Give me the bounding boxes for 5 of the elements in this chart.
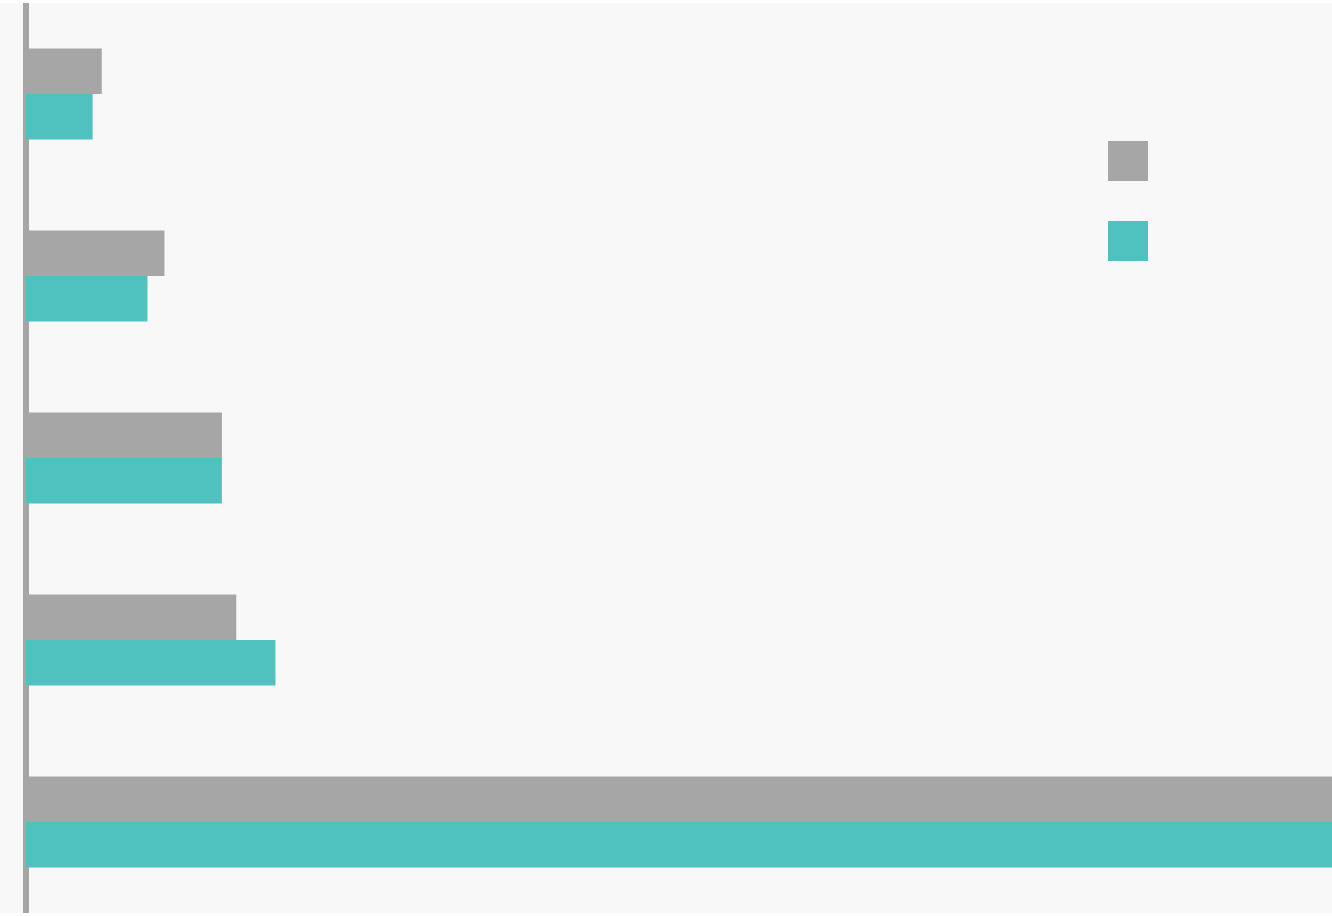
bar <box>26 458 222 504</box>
bar <box>26 276 148 322</box>
bar <box>26 640 276 686</box>
bar <box>26 94 93 140</box>
bar <box>26 822 1332 868</box>
